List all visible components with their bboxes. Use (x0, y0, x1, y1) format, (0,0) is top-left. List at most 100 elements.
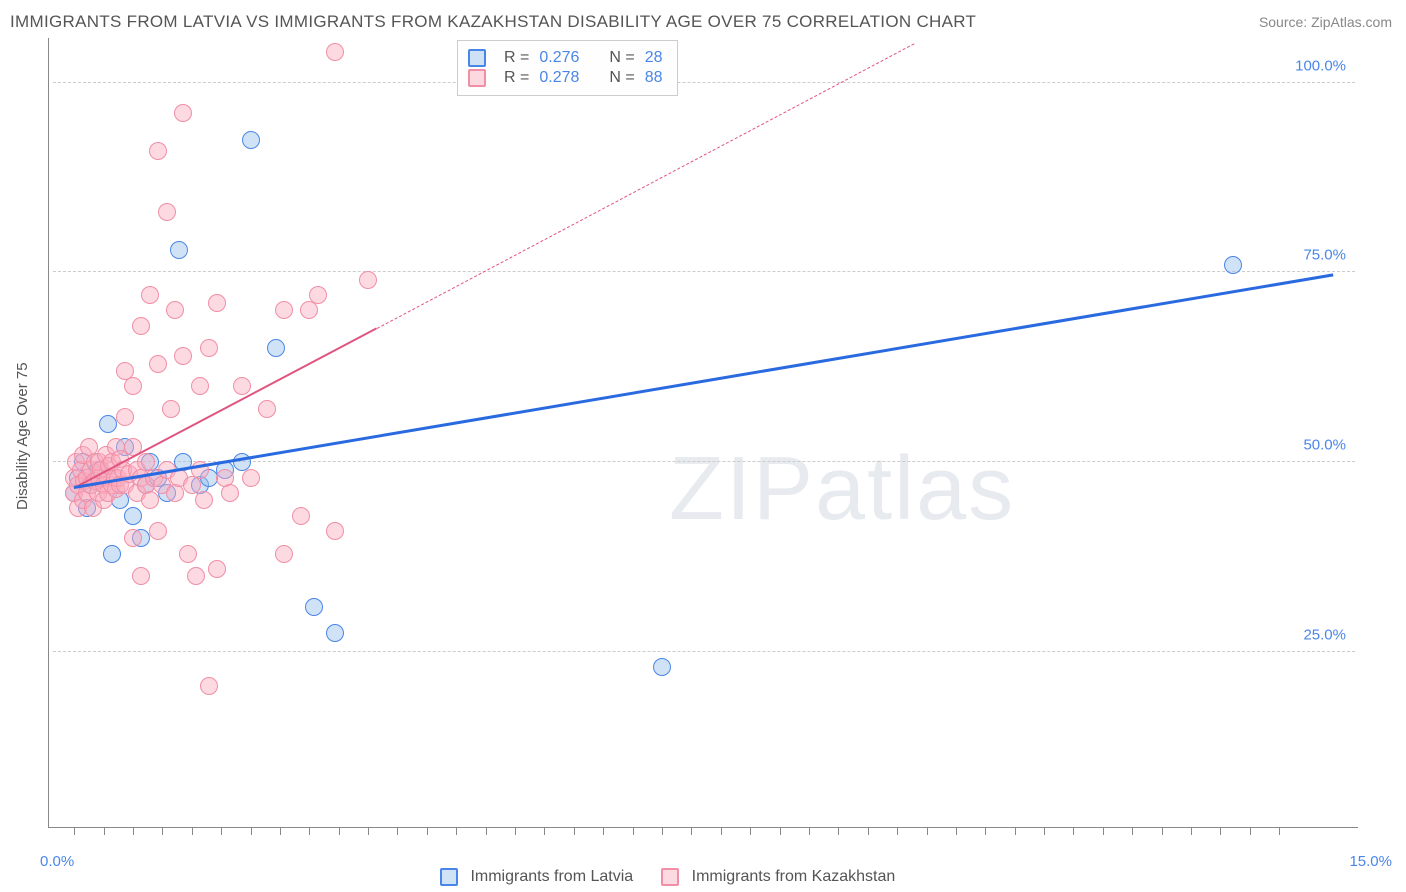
stats-row-kazakhstan: R = 0.278 N = 88 (468, 69, 663, 87)
data-point (1224, 256, 1242, 274)
x-tick (486, 827, 487, 835)
stats-row-latvia: R = 0.276 N = 28 (468, 49, 663, 67)
data-point (292, 507, 310, 525)
x-tick (780, 827, 781, 835)
swatch-kazakhstan-icon (661, 868, 679, 886)
y-axis-title: Disability Age Over 75 (14, 362, 31, 510)
x-tick (897, 827, 898, 835)
legend-label-kazakhstan: Immigrants from Kazakhstan (692, 868, 896, 885)
data-point (359, 271, 377, 289)
data-point (103, 545, 121, 563)
legend-item-latvia: Immigrants from Latvia (440, 868, 633, 886)
swatch-latvia-icon (440, 868, 458, 886)
x-tick (1132, 827, 1133, 835)
data-point (233, 377, 251, 395)
x-tick (1250, 827, 1251, 835)
watermark-light: atlas (815, 439, 1015, 539)
n-label: N = (609, 49, 634, 67)
x-tick (309, 827, 310, 835)
data-point (141, 491, 159, 509)
data-point (116, 408, 134, 426)
gridline (53, 271, 1355, 272)
r-label: R = (504, 69, 529, 87)
data-point (275, 545, 293, 563)
x-tick (221, 827, 222, 835)
data-point (267, 339, 285, 357)
x-tick (251, 827, 252, 835)
x-tick (1220, 827, 1221, 835)
gridline (53, 82, 1355, 83)
x-tick (1073, 827, 1074, 835)
data-point (305, 598, 323, 616)
data-point (195, 491, 213, 509)
bottom-legend: Immigrants from Latvia Immigrants from K… (440, 868, 895, 886)
data-point (200, 339, 218, 357)
data-point (162, 400, 180, 418)
watermark-bold: ZIP (669, 439, 815, 539)
data-point (326, 624, 344, 642)
x-tick (1279, 827, 1280, 835)
x-tick (574, 827, 575, 835)
swatch-latvia-icon (468, 49, 486, 67)
x-tick (74, 827, 75, 835)
x-tick (456, 827, 457, 835)
x-tick (544, 827, 545, 835)
data-point (208, 560, 226, 578)
x-tick-label-right: 15.0% (1349, 853, 1392, 870)
n-value-kazakhstan: 88 (645, 69, 663, 87)
r-label: R = (504, 49, 529, 67)
x-tick (162, 827, 163, 835)
data-point (174, 347, 192, 365)
data-point (191, 377, 209, 395)
legend-label-latvia: Immigrants from Latvia (470, 868, 633, 885)
x-tick (192, 827, 193, 835)
x-tick (1103, 827, 1104, 835)
data-point (653, 658, 671, 676)
data-point (124, 507, 142, 525)
n-label: N = (609, 69, 634, 87)
data-point (221, 484, 239, 502)
data-point (200, 677, 218, 695)
x-tick (691, 827, 692, 835)
data-point (242, 131, 260, 149)
x-tick (750, 827, 751, 835)
x-tick (662, 827, 663, 835)
x-tick (721, 827, 722, 835)
data-point (124, 529, 142, 547)
x-tick-label-left: 0.0% (40, 853, 74, 870)
legend-item-kazakhstan: Immigrants from Kazakhstan (661, 868, 895, 886)
plot-area: ZIPatlas 25.0%50.0%75.0%100.0% (48, 38, 1358, 828)
r-value-latvia: 0.276 (539, 49, 579, 67)
x-tick (1191, 827, 1192, 835)
data-point (326, 522, 344, 540)
data-point (132, 317, 150, 335)
x-tick (1162, 827, 1163, 835)
correlation-stats-box: R = 0.276 N = 28 R = 0.278 N = 88 (457, 40, 678, 96)
source-label: Source: ZipAtlas.com (1259, 14, 1392, 30)
data-point (258, 400, 276, 418)
y-tick-label: 25.0% (1303, 627, 1346, 644)
data-point (174, 104, 192, 122)
x-tick (133, 827, 134, 835)
data-point (141, 286, 159, 304)
x-tick (104, 827, 105, 835)
y-tick-label: 50.0% (1303, 437, 1346, 454)
data-point (124, 377, 142, 395)
x-tick (1044, 827, 1045, 835)
x-tick (809, 827, 810, 835)
watermark: ZIPatlas (669, 438, 1015, 541)
swatch-kazakhstan-icon (468, 69, 486, 87)
x-tick (397, 827, 398, 835)
data-point (166, 484, 184, 502)
x-tick (339, 827, 340, 835)
data-point (242, 469, 260, 487)
data-point (149, 355, 167, 373)
chart-title: IMMIGRANTS FROM LATVIA VS IMMIGRANTS FRO… (10, 12, 976, 32)
data-point (187, 567, 205, 585)
data-point (208, 294, 226, 312)
x-tick (368, 827, 369, 835)
x-tick (838, 827, 839, 835)
data-point (275, 301, 293, 319)
x-tick (985, 827, 986, 835)
data-point (149, 142, 167, 160)
